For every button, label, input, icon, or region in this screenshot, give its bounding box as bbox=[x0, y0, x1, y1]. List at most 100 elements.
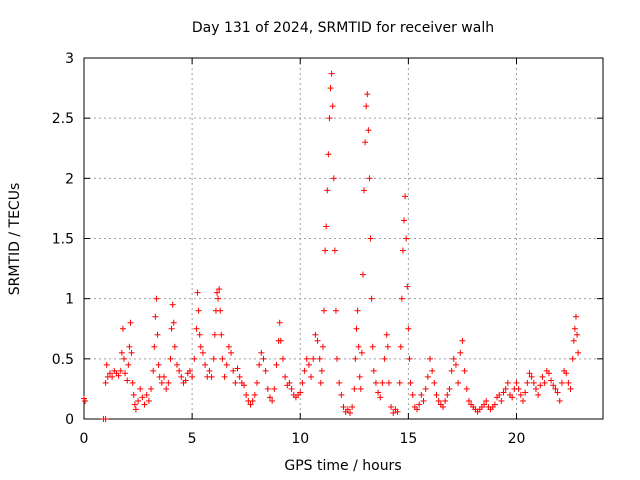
data-point bbox=[461, 367, 468, 374]
data-point bbox=[384, 343, 391, 350]
data-point bbox=[565, 379, 572, 386]
axis-ticks: 0 0.5 1 1.5 2 2.5 3 0 5 10 15 20 bbox=[52, 51, 603, 447]
data-point bbox=[515, 385, 522, 392]
data-point bbox=[354, 307, 361, 314]
data-point bbox=[427, 355, 433, 362]
data-point bbox=[336, 379, 343, 386]
data-point bbox=[303, 355, 310, 362]
data-point bbox=[431, 379, 438, 386]
data-point bbox=[402, 193, 409, 200]
data-point bbox=[199, 349, 206, 356]
data-point bbox=[356, 373, 363, 380]
data-point bbox=[363, 103, 370, 110]
data-point bbox=[574, 331, 581, 338]
data-point bbox=[502, 385, 509, 392]
data-point bbox=[131, 401, 138, 408]
data-point bbox=[359, 271, 366, 278]
data-point bbox=[442, 397, 449, 404]
data-point bbox=[435, 397, 442, 404]
y-tick-label: 0 bbox=[65, 412, 74, 428]
x-tick-label: 15 bbox=[399, 431, 417, 447]
data-point bbox=[258, 349, 265, 356]
data-point bbox=[332, 307, 339, 314]
data-point bbox=[558, 379, 565, 386]
data-point bbox=[168, 325, 175, 332]
data-point bbox=[269, 397, 276, 404]
data-point bbox=[170, 319, 177, 326]
data-point bbox=[379, 379, 386, 386]
data-point bbox=[463, 385, 470, 392]
data-point bbox=[186, 367, 193, 374]
data-point bbox=[143, 391, 150, 398]
data-point bbox=[409, 391, 416, 398]
data-point bbox=[182, 377, 189, 384]
data-point bbox=[141, 401, 148, 408]
data-point bbox=[288, 385, 295, 392]
data-point bbox=[189, 373, 196, 380]
data-point bbox=[271, 385, 278, 392]
data-point bbox=[349, 403, 356, 410]
data-point bbox=[330, 175, 337, 182]
data-point bbox=[554, 389, 561, 396]
data-point bbox=[570, 337, 577, 344]
data-point bbox=[481, 401, 488, 408]
data-point bbox=[273, 361, 280, 368]
data-point bbox=[130, 391, 137, 398]
data-point bbox=[404, 283, 411, 290]
data-point bbox=[418, 391, 425, 398]
data-point bbox=[132, 406, 139, 413]
data-point bbox=[161, 373, 168, 380]
data-point bbox=[338, 391, 345, 398]
data-point bbox=[324, 187, 331, 194]
data-point bbox=[513, 379, 520, 386]
data-point bbox=[221, 373, 228, 380]
data-point bbox=[317, 379, 324, 386]
data-point bbox=[526, 370, 533, 377]
data-point bbox=[319, 343, 326, 350]
x-tick-label: 5 bbox=[188, 431, 197, 447]
data-point bbox=[171, 343, 178, 350]
data-point bbox=[344, 406, 351, 413]
data-point bbox=[241, 382, 248, 389]
data-point bbox=[236, 373, 243, 380]
data-point bbox=[145, 397, 152, 404]
data-point bbox=[457, 349, 464, 356]
y-tick-label: 1.5 bbox=[52, 232, 74, 248]
data-point bbox=[106, 370, 113, 377]
data-point bbox=[282, 373, 289, 380]
data-point bbox=[139, 394, 146, 401]
data-point bbox=[158, 379, 165, 386]
data-point bbox=[509, 394, 516, 401]
data-point bbox=[448, 367, 455, 374]
data-point bbox=[299, 379, 306, 386]
data-point bbox=[351, 385, 358, 392]
data-point bbox=[539, 373, 546, 380]
data-point bbox=[563, 370, 570, 377]
x-tick-label: 10 bbox=[291, 431, 309, 447]
data-point bbox=[358, 349, 365, 356]
data-point bbox=[385, 379, 392, 386]
data-point bbox=[169, 301, 176, 308]
data-point bbox=[118, 349, 125, 356]
data-point bbox=[135, 397, 142, 404]
data-point bbox=[420, 397, 427, 404]
data-point bbox=[151, 343, 158, 350]
data-point bbox=[375, 389, 382, 396]
data-point bbox=[314, 337, 321, 344]
data-point bbox=[433, 391, 440, 398]
data-point bbox=[390, 409, 397, 416]
data-point bbox=[219, 355, 226, 362]
data-point bbox=[251, 391, 258, 398]
data-point bbox=[331, 247, 338, 254]
data-point bbox=[362, 139, 369, 146]
data-point bbox=[137, 385, 144, 392]
data-point bbox=[102, 416, 109, 422]
data-point bbox=[575, 349, 582, 356]
data-point bbox=[535, 391, 542, 398]
x-axis-label: GPS time / hours bbox=[284, 458, 401, 474]
data-point bbox=[401, 217, 408, 224]
data-point bbox=[381, 355, 388, 362]
data-point bbox=[368, 295, 375, 302]
data-point bbox=[217, 307, 224, 314]
